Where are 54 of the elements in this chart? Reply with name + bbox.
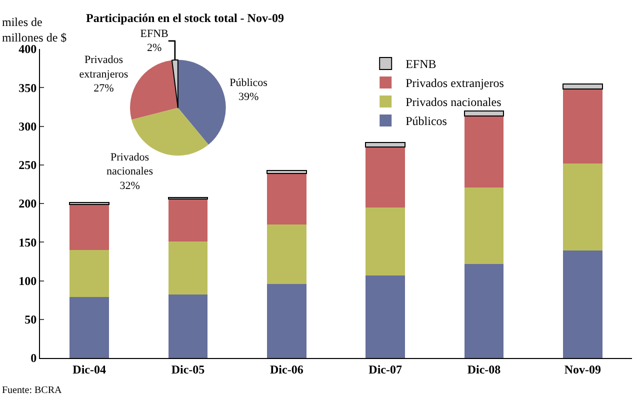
pie-slice — [130, 60, 178, 120]
slice-label: EFNB — [140, 28, 168, 40]
legend-label: Públicos — [406, 114, 448, 128]
slice-label: Privados extranjeros — [79, 54, 128, 80]
y-tick-label: 300 — [18, 119, 37, 134]
x-tick-label: Dic-06 — [270, 362, 304, 376]
legend-label: EFNB — [406, 57, 436, 72]
bar — [365, 142, 406, 148]
bar — [562, 83, 603, 90]
bar — [464, 187, 504, 264]
x-tick-label: Nov-09 — [564, 362, 602, 376]
legend-label: Privados extranjeros — [406, 76, 504, 90]
data-label: 32% — [120, 180, 140, 192]
bar — [266, 224, 306, 284]
bar — [366, 207, 406, 276]
y-tick-label: 200 — [18, 196, 37, 211]
bar — [266, 170, 307, 174]
data-label: 27% — [94, 82, 114, 95]
slice-label: Privados nacionales — [106, 151, 153, 178]
legend-label: Privados nacionales — [406, 95, 502, 110]
y-tick-label: 250 — [18, 158, 37, 172]
bar — [168, 241, 208, 295]
y-tick-label: 350 — [18, 80, 37, 95]
y-tick-label: 400 — [18, 42, 37, 56]
bar — [464, 110, 504, 117]
y-tick-label: 50 — [24, 312, 37, 327]
y-tick-label: 100 — [18, 274, 37, 288]
bar — [562, 89, 602, 164]
bar — [464, 116, 504, 188]
chart-title: Participación en el stock total - Nov-09 — [86, 11, 284, 25]
source-note: Fuente: BCRA — [2, 385, 63, 396]
y-tick-label: 150 — [18, 235, 37, 250]
bar — [168, 198, 208, 242]
y-tick-label: 0 — [30, 351, 37, 366]
bar — [366, 275, 406, 358]
bar — [266, 284, 306, 358]
bar — [70, 296, 110, 358]
bar — [70, 250, 110, 297]
data-label: 39% — [238, 91, 259, 104]
bar — [168, 294, 208, 358]
pie-slice — [178, 60, 226, 145]
bar — [266, 173, 306, 224]
data-label: 2% — [146, 42, 162, 54]
bar — [562, 163, 602, 251]
bar — [464, 264, 504, 358]
bar — [562, 250, 602, 358]
x-tick-label: Dic-08 — [467, 362, 501, 376]
bar — [366, 147, 406, 208]
x-tick-label: Dic-07 — [368, 362, 402, 376]
slice-label: Públicos — [230, 76, 268, 89]
x-tick-label: Dic-05 — [171, 362, 205, 376]
y-axis-title: miles de millones de $ — [2, 15, 67, 45]
bar — [70, 204, 110, 250]
x-tick-label: Dic-04 — [72, 362, 106, 376]
